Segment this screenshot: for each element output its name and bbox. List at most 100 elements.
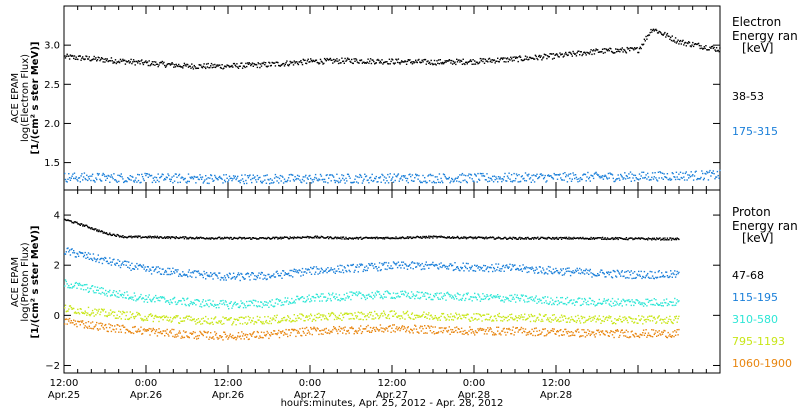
proton-data-point: [121, 236, 123, 238]
proton-data-point: [210, 237, 213, 239]
proton-data-point: [245, 273, 247, 276]
proton-data-point: [399, 264, 401, 266]
proton-data-point: [73, 312, 76, 314]
proton-data-point: [76, 221, 78, 224]
proton-data-point: [598, 274, 600, 276]
electron-data-point: [540, 173, 542, 175]
electron-data-point: [80, 59, 82, 61]
electron-data-point: [484, 58, 487, 61]
proton-data-point: [310, 298, 312, 300]
proton-data-point: [69, 305, 72, 307]
proton-data-point: [267, 236, 269, 239]
electron-data-point: [553, 57, 555, 59]
electron-data-point: [591, 175, 593, 177]
proton-data-point: [283, 274, 286, 276]
xtick-label-time: 12:00: [378, 378, 407, 389]
proton-data-point: [624, 271, 626, 273]
proton-data-point: [122, 235, 124, 237]
proton-data-point: [198, 300, 200, 302]
electron-data-point: [303, 59, 305, 62]
electron-data-point: [330, 59, 332, 61]
proton-data-point: [250, 274, 252, 276]
proton-data-point: [566, 321, 569, 323]
proton-data-point: [391, 310, 393, 312]
proton-data-point: [363, 313, 365, 315]
proton-data-point: [586, 272, 588, 274]
proton-data-point: [642, 276, 645, 278]
proton-data-point: [173, 316, 175, 319]
xtick-label-time: 0:00: [135, 378, 157, 389]
proton-data-point: [168, 301, 170, 304]
electron-data-point: [445, 61, 447, 63]
proton-data-point: [342, 269, 344, 271]
proton-data-point: [676, 299, 678, 301]
electron-data-point: [534, 175, 537, 177]
proton-data-point: [340, 297, 342, 300]
proton-data-point: [187, 315, 190, 318]
proton-data-point: [659, 319, 661, 321]
proton-data-point: [246, 237, 248, 239]
electron-data-point: [283, 65, 286, 67]
proton-data-point: [372, 265, 374, 267]
proton-data-point: [610, 305, 613, 307]
proton-data-point: [467, 292, 469, 294]
electron-data-point: [565, 51, 567, 54]
electron-data-point: [249, 174, 251, 176]
electron-data-point: [116, 61, 118, 63]
electron-data-point: [123, 59, 126, 61]
electron-data-point: [81, 57, 83, 59]
electron-data-point: [316, 61, 318, 64]
proton-data-point: [118, 310, 120, 312]
proton-data-point: [425, 261, 427, 263]
electron-data-point: [455, 63, 457, 66]
electron-data-point: [305, 62, 307, 64]
proton-data-point: [358, 237, 360, 239]
proton-data-point: [389, 267, 391, 270]
proton-data-point: [636, 237, 638, 240]
electron-data-point: [464, 179, 466, 181]
proton-data-point: [324, 315, 327, 317]
proton-data-point: [463, 236, 465, 238]
proton-data-point: [207, 237, 209, 240]
electron-data-point: [645, 35, 647, 38]
electron-data-point: [148, 173, 150, 176]
proton-data-point: [200, 303, 202, 305]
proton-data-point: [275, 298, 277, 301]
proton-data-point: [307, 236, 309, 238]
electron-data-point: [396, 174, 399, 176]
proton-data-point: [591, 276, 593, 278]
electron-data-point: [225, 66, 227, 68]
electron-data-point: [233, 62, 236, 65]
proton-data-point: [581, 317, 583, 320]
electron-data-point: [651, 29, 654, 31]
proton-data-point: [533, 238, 535, 240]
proton-data-point: [178, 237, 181, 239]
proton-data-point: [349, 237, 351, 239]
proton-data-point: [156, 235, 159, 238]
proton-data-point: [554, 318, 556, 320]
proton-data-point: [266, 322, 268, 324]
proton-data-point: [387, 315, 389, 317]
electron-data-point: [240, 62, 242, 64]
proton-data-point: [501, 268, 503, 270]
proton-data-point: [300, 297, 302, 299]
proton-data-point: [552, 319, 555, 321]
electron-data-point: [551, 58, 554, 60]
electron-data-point: [119, 58, 122, 61]
proton-data-point: [83, 284, 86, 286]
electron-data-point: [375, 175, 377, 178]
proton-data-point: [276, 298, 278, 300]
proton-data-point: [378, 291, 380, 293]
proton-data-point: [669, 315, 671, 318]
proton-data-point: [401, 261, 403, 263]
proton-data-point: [77, 253, 79, 255]
proton-data-point: [515, 301, 517, 303]
electron-data-point: [693, 175, 696, 177]
proton-data-point: [197, 237, 200, 239]
proton-data-point: [128, 267, 131, 269]
proton-data-point: [114, 331, 117, 333]
electron-data-point: [391, 58, 393, 60]
proton-data-point: [284, 236, 286, 238]
proton-data-point: [90, 287, 92, 290]
proton-data-point: [417, 264, 419, 266]
